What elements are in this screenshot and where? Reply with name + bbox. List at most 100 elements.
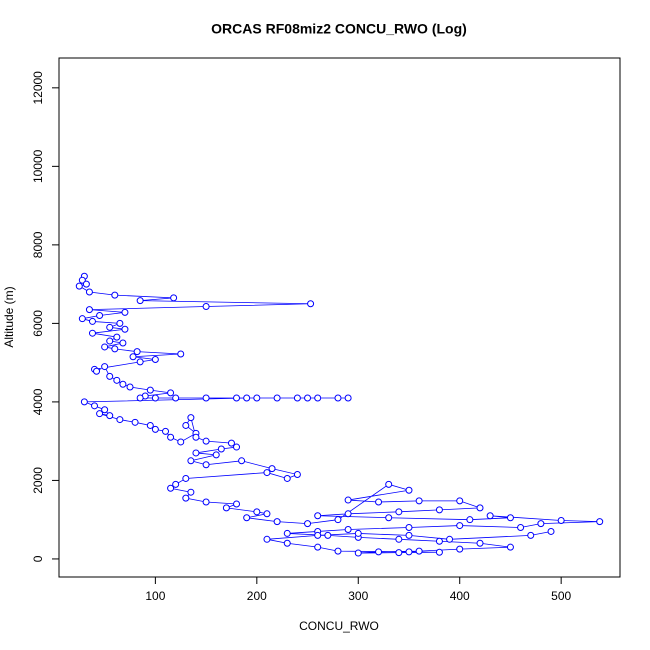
point [283, 539, 291, 547]
point [385, 514, 393, 522]
point [395, 549, 403, 557]
point [456, 545, 464, 553]
point [101, 406, 109, 414]
point [85, 288, 93, 296]
point [435, 548, 443, 556]
point [334, 516, 342, 524]
point [121, 325, 129, 333]
point [113, 333, 121, 341]
x-tick-label: 400 [450, 589, 470, 603]
point [263, 469, 271, 477]
point [233, 394, 241, 402]
point [129, 353, 137, 361]
point [354, 549, 362, 557]
point [446, 535, 454, 543]
point [167, 389, 175, 397]
chart-title: ORCAS RF08miz2 CONCU_RWO (Log) [211, 21, 467, 37]
point [75, 282, 83, 290]
point [146, 386, 154, 394]
point [82, 280, 90, 288]
point [415, 497, 423, 505]
point [187, 414, 195, 422]
y-tick-label: 12000 [31, 71, 45, 105]
point [307, 300, 315, 308]
point [202, 461, 210, 469]
point [324, 531, 332, 539]
y-tick-label: 4000 [31, 388, 45, 415]
point [106, 372, 114, 380]
point [121, 308, 129, 316]
point [334, 394, 342, 402]
point [222, 504, 230, 512]
point [517, 524, 525, 532]
point [314, 512, 322, 520]
point [375, 498, 383, 506]
point [91, 402, 99, 410]
point [273, 518, 281, 526]
y-tick-label: 2000 [31, 467, 45, 494]
y-tick-label: 0 [31, 555, 45, 562]
point [88, 329, 96, 337]
point [238, 457, 246, 465]
point [233, 500, 241, 508]
point [151, 425, 159, 433]
point [88, 317, 96, 325]
x-tick-label: 500 [551, 589, 571, 603]
point [212, 451, 220, 459]
point [78, 276, 86, 284]
point [263, 535, 271, 543]
point [113, 376, 121, 384]
point [283, 474, 291, 482]
point [101, 343, 109, 351]
point [202, 498, 210, 506]
point [146, 421, 154, 429]
point [111, 291, 119, 299]
point [344, 525, 352, 533]
point [527, 531, 535, 539]
y-tick-label: 10000 [31, 149, 45, 183]
point [435, 537, 443, 545]
point [344, 510, 352, 518]
point [202, 437, 210, 445]
point [202, 303, 210, 311]
point [116, 416, 124, 424]
point [283, 529, 291, 537]
point [344, 394, 352, 402]
point [172, 480, 180, 488]
point [354, 529, 362, 537]
point [187, 488, 195, 496]
x-tick-label: 300 [348, 589, 368, 603]
point [263, 510, 271, 518]
point [268, 465, 276, 473]
point [133, 348, 141, 356]
point [136, 358, 144, 366]
x-tick-label: 200 [247, 589, 267, 603]
point [106, 337, 114, 345]
plot-frame [58, 57, 621, 578]
point [385, 480, 393, 488]
point [395, 508, 403, 516]
point [273, 394, 281, 402]
point [227, 439, 235, 447]
point [405, 548, 413, 556]
point [415, 547, 423, 555]
point [435, 506, 443, 514]
point [192, 449, 200, 457]
point [405, 486, 413, 494]
point [476, 539, 484, 547]
point [167, 484, 175, 492]
point [177, 438, 185, 446]
point [119, 380, 127, 388]
point [253, 394, 261, 402]
point [80, 398, 88, 406]
point [506, 543, 514, 551]
x-tick-label: 100 [145, 589, 165, 603]
point [314, 543, 322, 551]
point [136, 394, 144, 402]
point [233, 443, 241, 451]
point [111, 345, 119, 353]
point [182, 494, 190, 502]
point [243, 514, 251, 522]
point [187, 457, 195, 465]
